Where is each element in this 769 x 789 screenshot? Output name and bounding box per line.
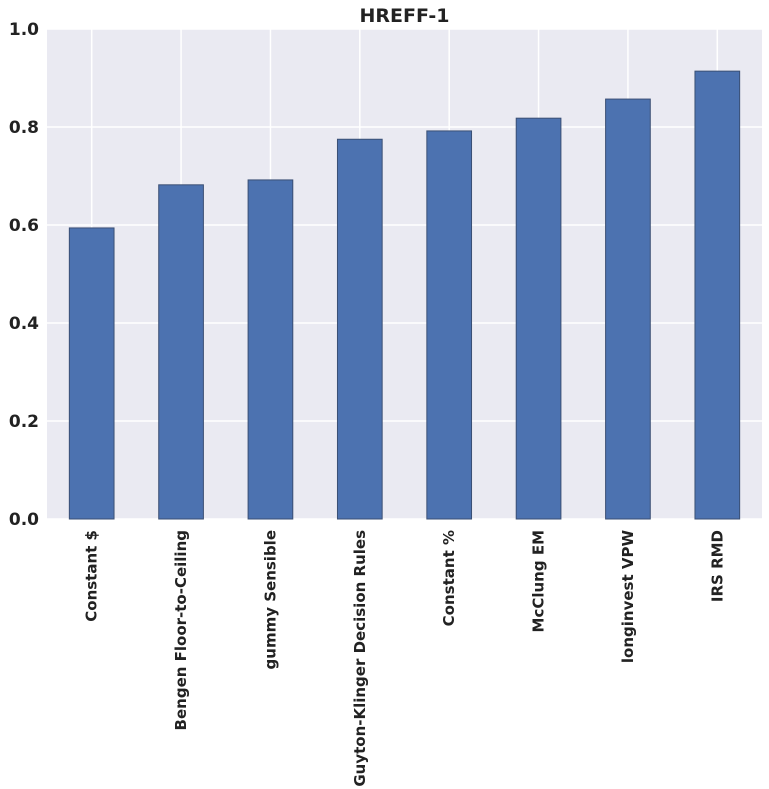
bar: [515, 117, 562, 520]
bar: [158, 184, 204, 520]
x-tick-label: longinvest VPW: [619, 530, 637, 664]
x-tick-label: Bengen Floor-to-Ceiling: [172, 530, 190, 730]
x-tick-label: Guyton-Klinger Decision Rules: [351, 530, 369, 787]
bar: [68, 227, 115, 520]
y-tick-label: 0.8: [9, 118, 39, 138]
x-tick-label: Constant $: [83, 530, 101, 622]
y-tick-label: 0.6: [9, 216, 39, 236]
y-tick-label: 0.2: [9, 412, 39, 432]
x-tick-label: McClung EM: [530, 530, 548, 632]
bar: [605, 98, 651, 520]
x-tick-label: IRS RMD: [708, 530, 726, 602]
chart-title: HREFF-1: [360, 5, 450, 27]
bar: [426, 130, 473, 520]
y-tick-label: 0.0: [9, 510, 39, 530]
bar: [247, 179, 294, 520]
x-axis-ticks: Constant $ Bengen Floor-to-Ceiling gummy S…: [83, 530, 727, 787]
x-tick-label: Constant %: [440, 530, 458, 626]
bar: [694, 70, 741, 520]
y-axis-ticks: 0.0 0.2 0.4 0.6 0.8 1.0: [9, 20, 39, 530]
y-tick-label: 0.4: [9, 314, 39, 334]
y-tick-label: 1.0: [9, 20, 39, 40]
plot-area: [47, 29, 762, 519]
bars: [68, 70, 741, 520]
x-tick-label: gummy Sensible: [261, 530, 279, 669]
bar: [336, 138, 383, 520]
